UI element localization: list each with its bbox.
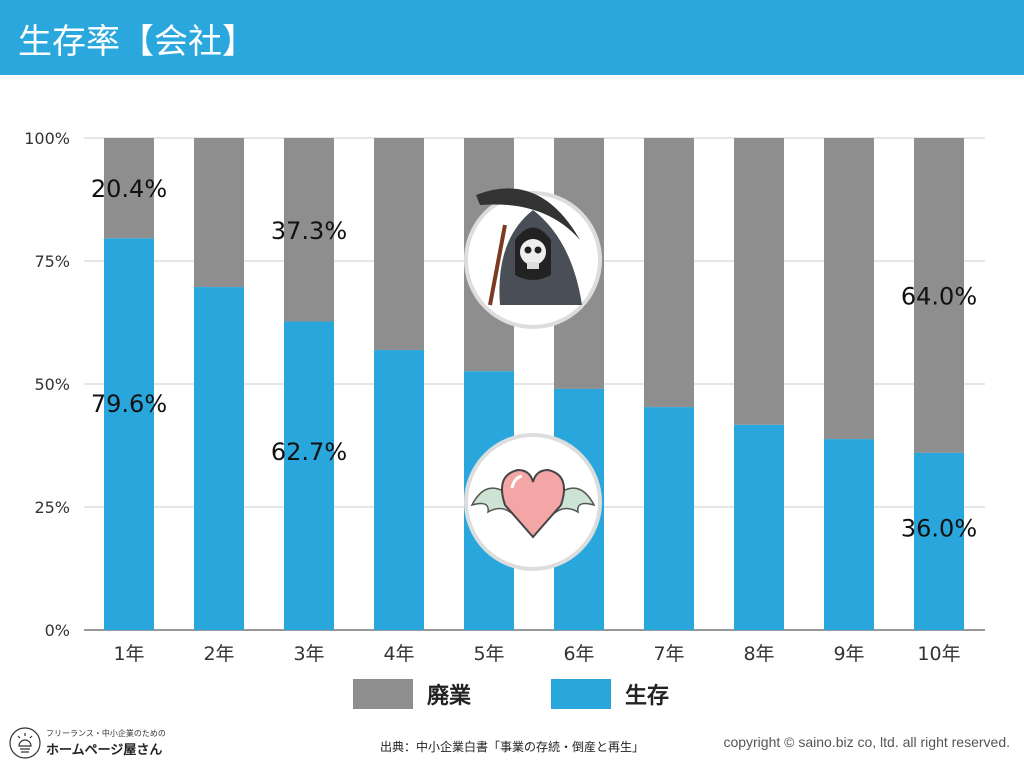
- bar-survival: [644, 407, 694, 630]
- lightbulb-logo-icon: [9, 727, 41, 759]
- legend-label-survival: 生存: [625, 684, 670, 709]
- legend-closure: 廃業: [353, 678, 471, 710]
- page-title: 生存率【会社】: [18, 22, 256, 62]
- x-tick-label: 8年: [743, 643, 774, 665]
- x-tick-label: 2年: [203, 643, 234, 665]
- logo-tagline: フリーランス・中小企業のための: [46, 729, 166, 738]
- bar-survival: [284, 321, 334, 630]
- logo-name: ホームページ屋さん: [46, 743, 163, 758]
- legend-swatch-closure: [353, 679, 413, 709]
- y-tick-label: 100%: [24, 129, 70, 148]
- x-tick-label: 3年: [293, 643, 324, 665]
- grim-reaper-icon: [464, 188, 602, 329]
- data-label: 62.7%: [271, 438, 347, 466]
- data-label: 20.4%: [91, 175, 167, 203]
- logo: フリーランス・中小企業のための ホームページ屋さん: [8, 726, 166, 760]
- header-bar: 生存率【会社】: [0, 0, 1024, 75]
- bar-survival: [194, 287, 244, 630]
- bar-closure: [644, 138, 694, 408]
- data-label: 36.0%: [901, 514, 977, 542]
- legend-label-closure: 廃業: [427, 684, 472, 709]
- bar-survival: [104, 238, 154, 631]
- bar-closure: [284, 138, 334, 322]
- bar-survival: [824, 439, 874, 630]
- x-tick-label: 1年: [113, 643, 144, 665]
- legend-survival: 生存: [551, 678, 669, 710]
- bar-closure: [374, 138, 424, 351]
- bar-survival: [734, 424, 784, 630]
- x-tick-label: 10年: [917, 643, 960, 665]
- bar-closure: [734, 138, 784, 425]
- data-label: 64.0%: [901, 282, 977, 310]
- bar-closure: [104, 138, 154, 239]
- data-label: 37.3%: [271, 217, 347, 245]
- y-tick-label: 25%: [34, 498, 70, 517]
- x-tick-label: 6年: [563, 643, 594, 665]
- data-label: 79.6%: [91, 390, 167, 418]
- source-note: 出典：中小企業白書「事業の存続・倒産と再生」: [380, 740, 645, 754]
- copyright: copyright © saino.biz co, ltd. all right…: [723, 734, 1010, 750]
- winged-heart-icon: [464, 433, 602, 571]
- x-tick-label: 5年: [473, 643, 504, 665]
- y-tick-label: 0%: [45, 621, 70, 640]
- x-tick-label: 9年: [833, 643, 864, 665]
- legend-swatch-survival: [551, 679, 611, 709]
- bar-survival: [914, 452, 964, 630]
- bar-closure: [914, 138, 964, 453]
- bar-survival: [374, 350, 424, 630]
- y-tick-label: 75%: [34, 252, 70, 271]
- x-tick-label: 7年: [653, 643, 684, 665]
- y-tick-label: 50%: [34, 375, 70, 394]
- bar-closure: [824, 138, 874, 440]
- bar-closure: [194, 138, 244, 288]
- x-tick-label: 4年: [383, 643, 414, 665]
